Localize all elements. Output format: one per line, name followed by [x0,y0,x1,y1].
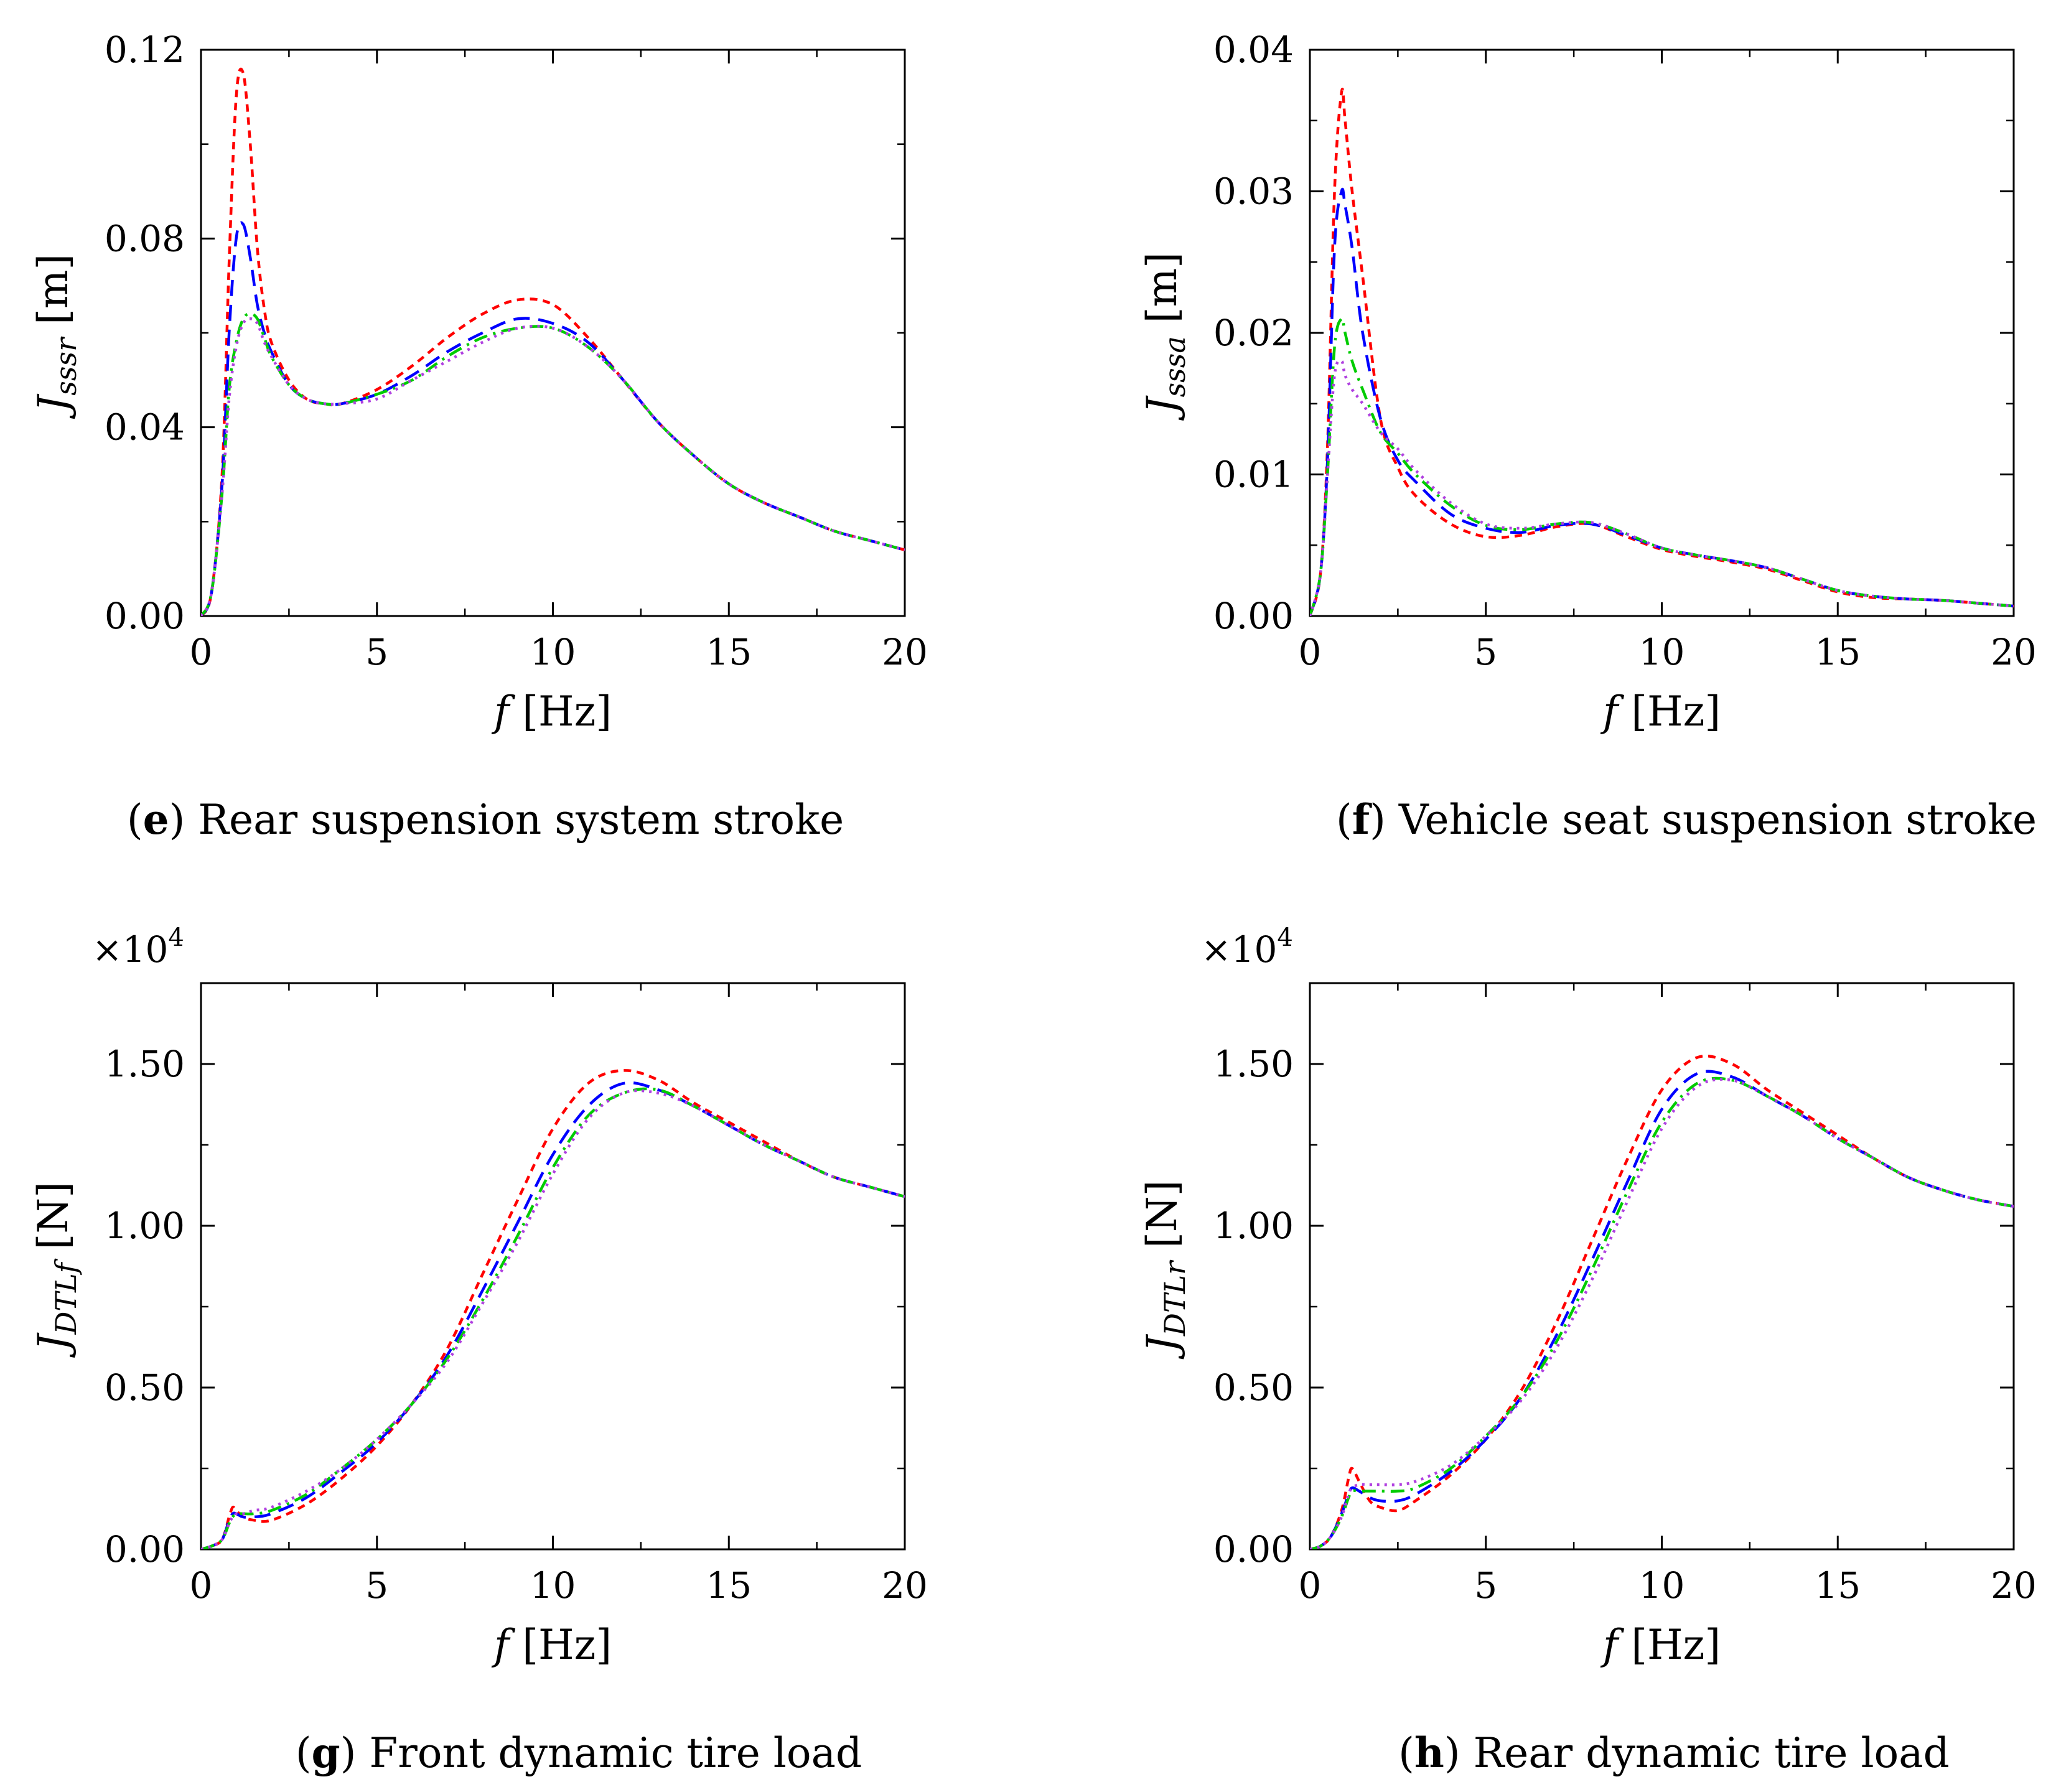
x-tick-label: 10 [530,1564,576,1607]
series-line-green-dash-dot [201,1087,905,1549]
series-line-magenta-dot [201,1089,905,1549]
x-tick-label: 20 [1991,631,2037,673]
x-tick-label: 0 [190,1564,213,1607]
series-line-magenta-dot [201,317,905,616]
y-tick-label: 0.12 [105,29,185,71]
y-tick-label: 0.00 [105,595,185,637]
x-tick-label: 0 [190,631,213,673]
y-tick-label: 0.08 [105,217,185,259]
y-tick-label: 0.00 [1213,595,1294,637]
y-tick-label: 0.00 [1213,1528,1294,1570]
y-tick-label: 1.00 [1213,1205,1294,1247]
y-tick-label: 1.50 [1213,1043,1294,1085]
plot-frame [200,49,906,617]
subplot-caption: (h) Rear dynamic tire load [1398,1729,1950,1777]
x-tick-label: 5 [1474,631,1497,673]
x-tick-label: 15 [1815,1564,1861,1607]
plot-frame [1309,982,2015,1551]
x-tick-label: 5 [365,1564,388,1607]
x-tick-label: 20 [882,631,928,673]
y-tick-label: 0.04 [1213,29,1294,71]
subplot-f: 0 5 10 15 20 0.00 0.01 0.02 0.03 0.04 f [Hz] Jsssa … [1138,29,2037,844]
y-axis-title: Jsssa [m] [1138,252,1192,421]
series-line-green-dash-dot [1310,317,2014,616]
y-axis-title: JDTLr [N] [1138,1180,1192,1360]
y-tick-label: 0.50 [1213,1366,1294,1409]
subplot-caption: (e) Rear suspension system stroke [127,795,844,844]
x-tick-label: 5 [1474,1564,1497,1607]
y-axis-title: JDTLf [N] [29,1182,83,1358]
series-line-blue-dash [1310,187,2014,616]
x-tick-label: 20 [1991,1564,2037,1607]
x-tick-label: 15 [706,631,752,673]
subplot-h: 0 5 10 15 20 0.00 0.50 1.00 1.50 ×104 f [Hz] JDTLr … [1138,923,2037,1777]
series-line-blue-dash [201,221,905,616]
series-line-green-dash-dot [1310,1076,2014,1549]
x-tick-label: 10 [1639,631,1685,673]
x-tick-label: 5 [365,631,388,673]
x-tick-label: 0 [1299,1564,1322,1607]
y-tick-label: 0.04 [105,406,185,449]
x-axis-title: f [Hz] [491,1621,612,1669]
subplot-g: 0 5 10 15 20 0.00 0.50 1.00 1.50 ×104 f [Hz] JDTLf … [29,923,928,1777]
subplot-caption: (g) Front dynamic tire load [296,1729,862,1777]
series-line-magenta-dot [1310,1078,2014,1549]
y-tick-label: 1.00 [105,1205,185,1247]
y-tick-label: 0.01 [1213,454,1294,496]
x-tick-label: 20 [882,1564,928,1607]
series-line-magenta-dot [1310,359,2014,616]
subplot-caption: (f) Vehicle seat suspension stroke [1336,795,2037,844]
x-axis-title: f [Hz] [1600,1621,1721,1669]
x-tick-label: 10 [1639,1564,1685,1607]
series-line-red-short-dash [1310,1054,2014,1549]
y-tick-label: 0.00 [105,1528,185,1570]
axis-multiplier: ×104 [92,923,184,971]
y-tick-label: 1.50 [105,1043,185,1085]
x-tick-label: 10 [530,631,576,673]
series-line-blue-dash [1310,1070,2014,1549]
axis-multiplier: ×104 [1201,923,1293,971]
x-axis-title: f [Hz] [491,688,612,735]
y-tick-label: 0.50 [105,1366,185,1409]
subplot-e: 0 5 10 15 20 0.00 0.04 0.08 0.12 f [Hz] Jsssr [m] (… [29,29,928,844]
x-axis-title: f [Hz] [1600,688,1721,735]
plot-frame [200,982,906,1551]
x-tick-label: 0 [1299,631,1322,673]
y-axis-title: Jsssr [m] [29,254,83,419]
y-tick-label: 0.02 [1213,312,1294,354]
series-line-red-short-dash [201,1069,905,1549]
series-line-blue-dash [201,1081,905,1549]
series-line-red-short-dash [1310,87,2014,616]
y-tick-label: 0.03 [1213,170,1294,213]
series-line-green-dash-dot [201,312,905,616]
plot-frame [1309,49,2015,617]
series-line-red-short-dash [201,67,905,616]
x-tick-label: 15 [706,1564,752,1607]
x-tick-label: 15 [1815,631,1861,673]
